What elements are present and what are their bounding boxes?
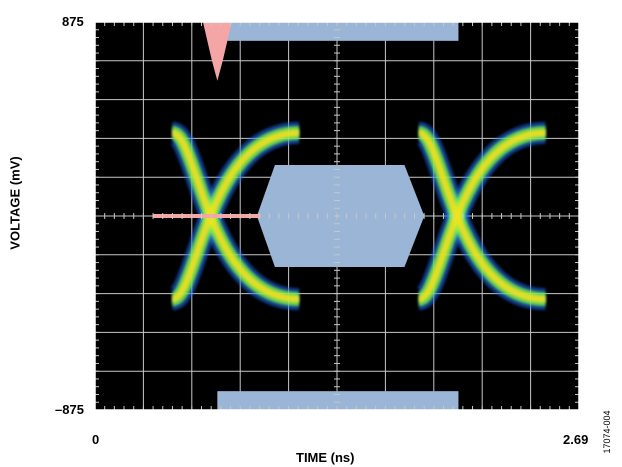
x-axis-title: TIME (ns) (296, 450, 355, 465)
y-tick-label-top: 875 (62, 14, 84, 29)
falling-edge-trace (417, 129, 546, 303)
mask-violation-hits (152, 214, 261, 218)
mask-eye-center (256, 165, 425, 267)
x-tick-label-end: 2.69 (563, 432, 589, 447)
mask-violation-spike (202, 22, 232, 81)
figure-id-wrap: 17074-004 (596, 402, 618, 462)
mask-bottom-region (217, 391, 459, 410)
figure-id: 17074-004 (602, 410, 612, 454)
mask-regions (152, 22, 459, 410)
mask-top-region (217, 22, 459, 41)
x-tick-label-start: 0 (92, 432, 100, 447)
y-tick-label-bottom: –875 (55, 402, 84, 417)
plot-frame (94, 21, 580, 411)
y-axis-title-wrap: VOLTAGE (mV) (2, 113, 28, 293)
y-axis-title: VOLTAGE (mV) (7, 156, 23, 250)
